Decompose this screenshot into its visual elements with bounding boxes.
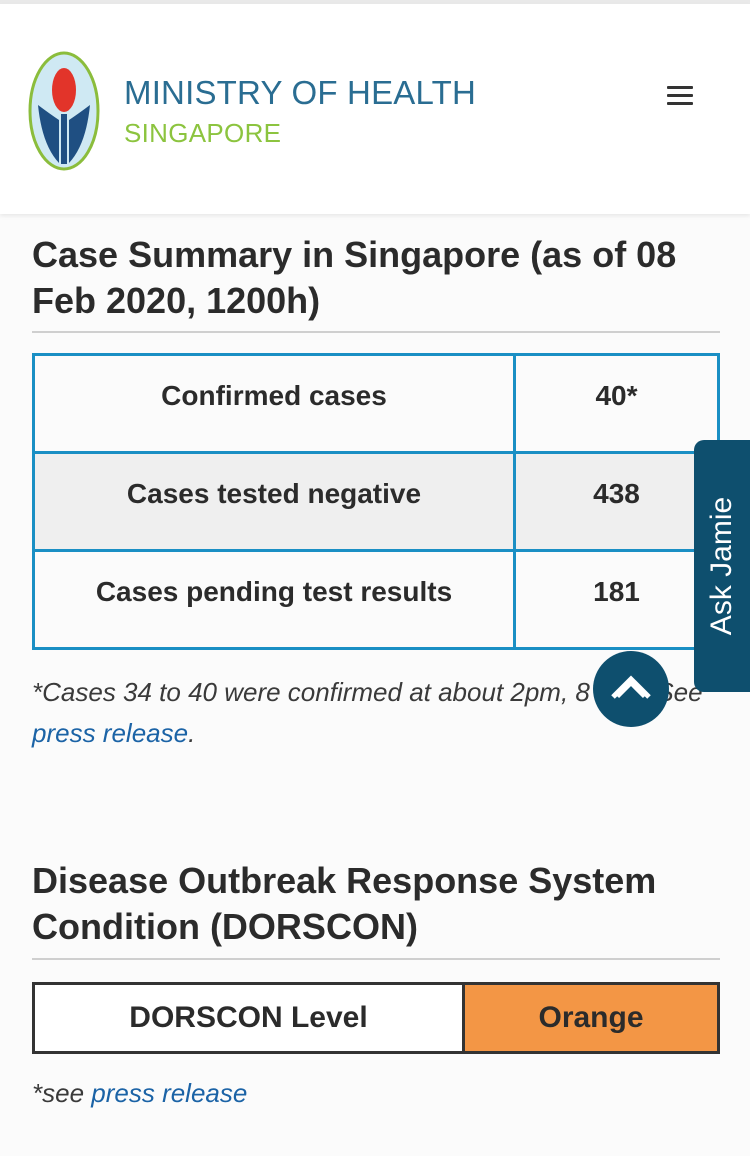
dorscon-table: DORSCON Level Orange <box>32 982 720 1054</box>
table-cell-value: 181 <box>513 549 720 650</box>
table-cell-label: Cases pending test results <box>32 549 516 650</box>
dorscon-title: Disease Outbreak Response System Conditi… <box>32 860 657 947</box>
see-text: *see <box>32 1078 92 1108</box>
table-cell-label: Confirmed cases <box>32 353 516 454</box>
ask-jamie-tab[interactable]: Ask Jamie <box>694 440 750 692</box>
menu-bar <box>667 86 693 89</box>
press-release-link[interactable]: press release <box>32 718 189 748</box>
footnote-end: . <box>188 718 196 748</box>
table-row: DORSCON Level Orange <box>32 982 720 1054</box>
table-row: Confirmed cases 40* <box>32 353 720 454</box>
moh-logo[interactable] <box>28 50 100 172</box>
section-divider <box>32 331 720 333</box>
section-divider <box>32 958 720 960</box>
table-row: Cases pending test results 181 <box>32 549 720 650</box>
chevron-up-icon <box>611 675 651 699</box>
dorscon-level-label: DORSCON Level <box>32 982 465 1054</box>
top-divider <box>0 0 750 4</box>
table-cell-label: Cases tested negative <box>32 451 516 552</box>
case-summary-table: Confirmed cases 40* Cases tested negativ… <box>32 353 720 650</box>
menu-bar <box>667 102 693 105</box>
site-header: MINISTRY OF HEALTH SINGAPORE <box>0 4 750 214</box>
scroll-to-top-button[interactable] <box>593 651 669 727</box>
case-summary-title: Case Summary in Singapore (as of 08 Feb … <box>32 234 677 321</box>
ask-jamie-label: Ask Jamie <box>705 496 738 636</box>
hamburger-menu-icon[interactable] <box>660 80 700 114</box>
table-cell-value: 40* <box>513 353 720 454</box>
table-cell-value: 438 <box>513 451 720 552</box>
dorscon-level-value: Orange <box>462 982 720 1054</box>
case-footnote: *Cases 34 to 40 were confirmed at about … <box>32 672 722 754</box>
menu-bar <box>667 94 693 97</box>
dorscon-footnote: *see press release <box>32 1078 247 1109</box>
brand-title: MINISTRY OF HEALTH <box>124 74 476 111</box>
brand-subtitle: SINGAPORE <box>124 118 282 148</box>
press-release-link[interactable]: press release <box>91 1078 248 1108</box>
table-row: Cases tested negative 438 <box>32 451 720 552</box>
footnote-text: *Cases 34 to 40 were confirmed at about … <box>32 677 703 707</box>
